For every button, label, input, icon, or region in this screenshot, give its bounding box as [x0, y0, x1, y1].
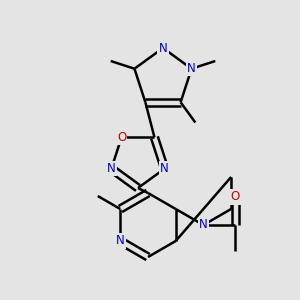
Text: O: O [117, 131, 126, 144]
Text: N: N [199, 218, 208, 232]
Text: N: N [187, 62, 196, 75]
Text: N: N [116, 235, 125, 248]
Text: O: O [231, 190, 240, 203]
Text: N: N [159, 41, 167, 55]
Text: N: N [160, 162, 169, 175]
Text: N: N [107, 162, 116, 175]
